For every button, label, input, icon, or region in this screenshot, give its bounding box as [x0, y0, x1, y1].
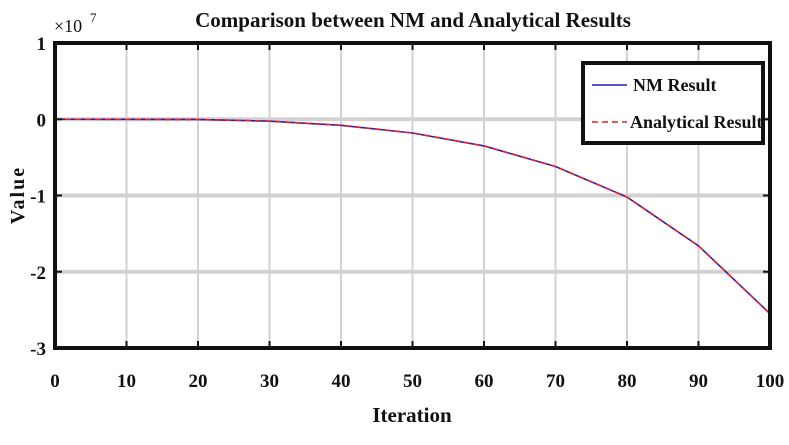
- x-tick-label: 90: [689, 371, 708, 392]
- x-tick-label: 30: [260, 371, 279, 392]
- y-exponent-label: ×10 7: [54, 10, 97, 36]
- x-tick-label: 80: [618, 371, 637, 392]
- x-tick-label: 50: [403, 371, 422, 392]
- chart-title: Comparison between NM and Analytical Res…: [195, 8, 631, 32]
- x-tick-label: 100: [756, 371, 785, 392]
- x-tick-label: 20: [189, 371, 208, 392]
- legend: NM Result Analytical Result: [581, 61, 765, 145]
- series-line-analytical-result: [54, 118, 771, 315]
- y-exponent-base: ×10: [54, 16, 82, 36]
- legend-label-nm-result: NM Result: [633, 75, 717, 95]
- y-tick-label: -2: [30, 263, 46, 284]
- x-tick-label: 0: [50, 371, 60, 392]
- y-tick-label: 0: [37, 110, 47, 131]
- x-tick-label: 40: [332, 371, 351, 392]
- legend-box: [581, 61, 765, 145]
- x-tick-label: 70: [546, 371, 565, 392]
- x-tick-label: 10: [117, 371, 136, 392]
- y-tick-label: 1: [37, 34, 47, 55]
- y-axis-label: Value: [7, 166, 29, 224]
- x-axis-label: Iteration: [372, 403, 452, 427]
- y-tick-label: -1: [30, 187, 46, 208]
- y-exponent-power: 7: [90, 10, 97, 25]
- y-tick-label: -3: [30, 339, 46, 360]
- legend-label-analytical-result: Analytical Result: [630, 112, 763, 132]
- series-lines: [54, 118, 771, 315]
- x-tick-label: 60: [475, 371, 494, 392]
